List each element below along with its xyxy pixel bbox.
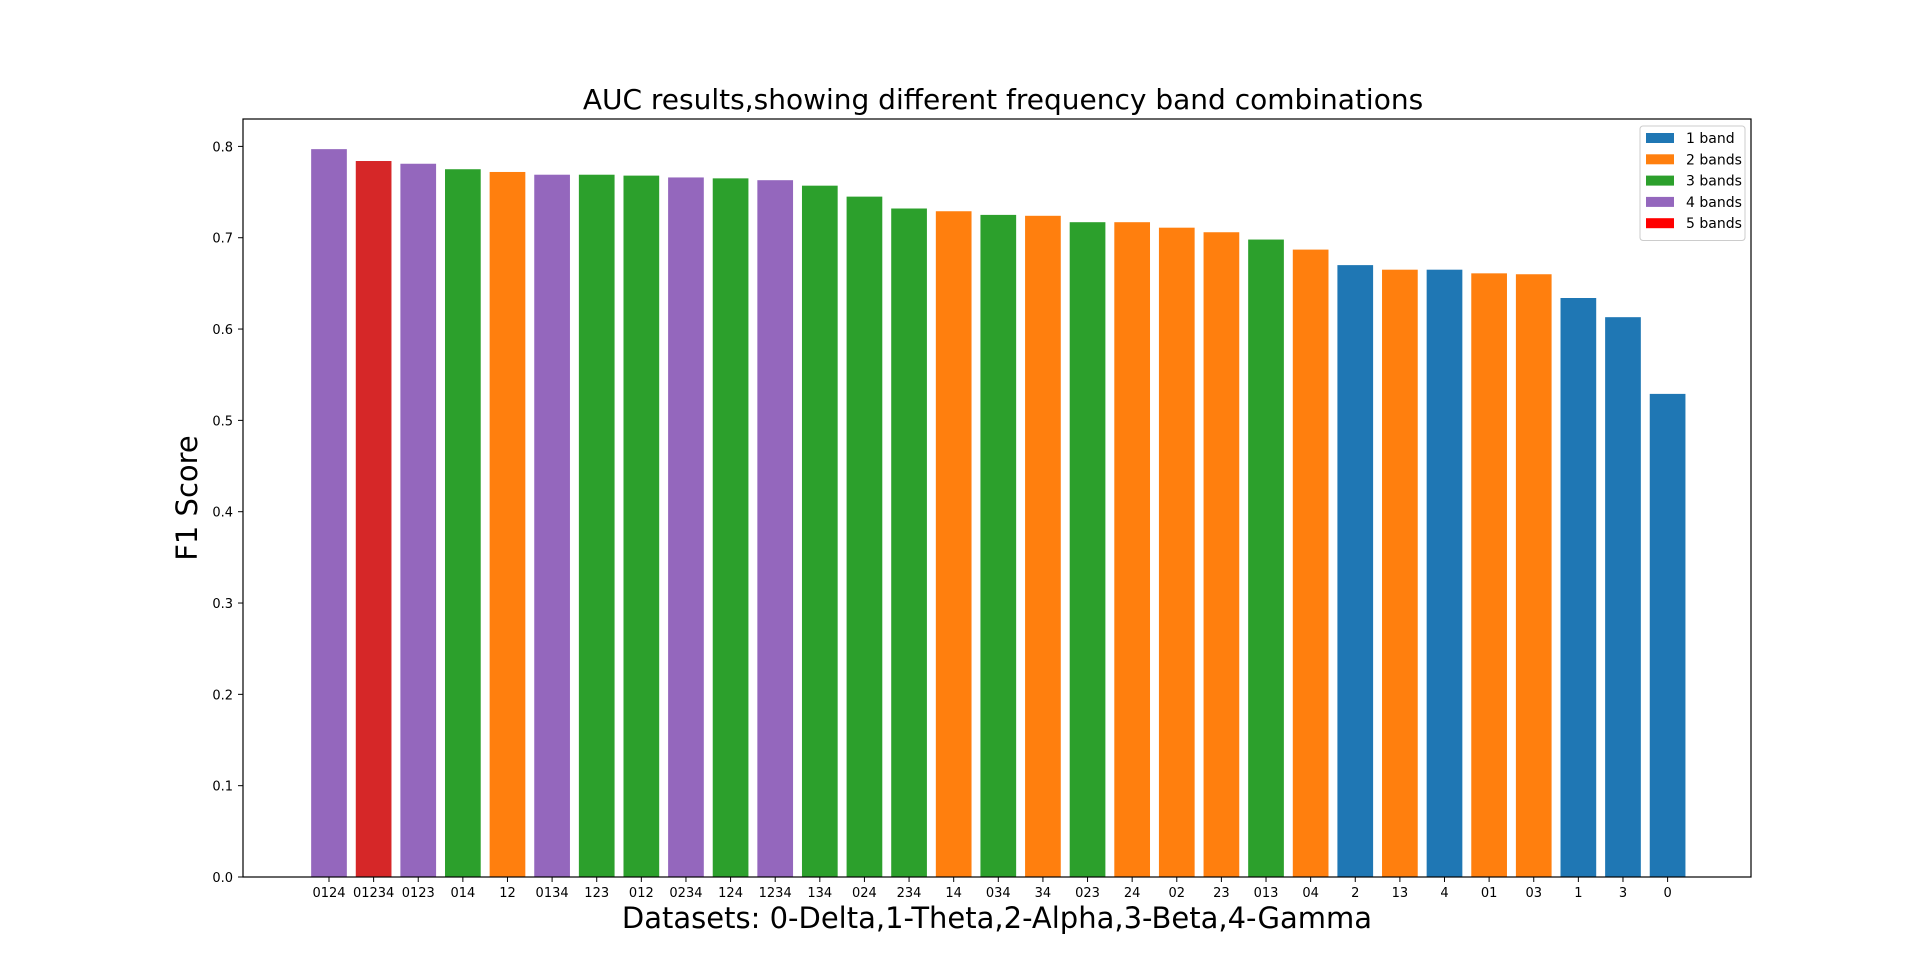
chart-title: AUC results,showing different frequency … — [583, 83, 1423, 116]
x-tick-label: 2 — [1351, 886, 1359, 901]
bar-024 — [846, 196, 883, 877]
y-axis: 0.0 0.1 0.2 0.3 0.4 0.5 0.6 0.7 0.8 — [212, 140, 243, 886]
bar-0134 — [534, 174, 570, 877]
bar-03 — [1515, 274, 1552, 877]
x-tick-label: 0 — [1663, 886, 1671, 901]
legend-label: 1 band — [1686, 131, 1735, 147]
bar-34 — [1025, 215, 1061, 878]
bar-012 — [623, 175, 660, 877]
x-tick-label: 34 — [1035, 886, 1052, 901]
x-tick-label: 04 — [1302, 886, 1319, 901]
bar-01234 — [355, 161, 392, 877]
y-axis-label: F1 Score — [170, 435, 204, 561]
bar-234 — [891, 208, 927, 877]
bar-023 — [1069, 222, 1106, 877]
bar-0234 — [668, 177, 704, 877]
x-tick-label: 013 — [1254, 886, 1279, 901]
x-tick-label: 234 — [897, 886, 922, 901]
bar-1234 — [757, 180, 794, 877]
bar-4 — [1426, 269, 1463, 877]
legend-swatch — [1646, 196, 1674, 207]
x-tick-label: 3 — [1619, 886, 1627, 901]
bar-13 — [1382, 269, 1418, 877]
x-tick-label: 0134 — [536, 886, 569, 901]
bar-14 — [935, 211, 972, 878]
y-tick-label: 0.6 — [212, 323, 233, 338]
x-tick-label: 0123 — [402, 886, 435, 901]
bar-123 — [578, 174, 615, 877]
x-tick-label: 124 — [718, 886, 743, 901]
bar-0123 — [400, 163, 437, 877]
x-tick-label: 13 — [1392, 886, 1409, 901]
x-tick-label: 03 — [1525, 886, 1542, 901]
bar-0124 — [311, 149, 347, 877]
legend: 1 band 2 bands 3 bands 4 bands 5 bands — [1639, 125, 1746, 241]
bar-3 — [1605, 317, 1641, 877]
x-tick-label: 12 — [499, 886, 516, 901]
x-tick-label: 134 — [807, 886, 832, 901]
legend-label: 5 bands — [1686, 216, 1742, 232]
x-tick-label: 24 — [1124, 886, 1141, 901]
legend-label: 3 bands — [1686, 174, 1742, 190]
bar-2 — [1337, 265, 1374, 877]
y-tick-label: 0.0 — [212, 871, 233, 886]
x-tick-label: 1234 — [759, 886, 792, 901]
x-tick-label: 0234 — [669, 886, 702, 901]
legend-label: 2 bands — [1686, 152, 1742, 168]
bar-0 — [1649, 393, 1686, 877]
legend-swatch — [1646, 154, 1674, 165]
legend-swatch — [1646, 218, 1674, 229]
y-tick-label: 0.8 — [212, 140, 233, 155]
bar-04 — [1292, 249, 1329, 878]
bar-12 — [489, 171, 526, 878]
bar-02 — [1158, 227, 1195, 877]
bar-24 — [1114, 222, 1151, 877]
x-tick-label: 01234 — [353, 886, 394, 901]
x-axis: 0124 01234 0123 014 12 0134 123 012 0234 124 1234 1… — [312, 877, 1672, 901]
x-tick-label: 4 — [1440, 886, 1448, 901]
bar-23 — [1203, 232, 1240, 878]
y-tick-label: 0.2 — [212, 688, 233, 703]
x-tick-label: 123 — [584, 886, 609, 901]
bar-1 — [1560, 298, 1597, 877]
x-tick-label: 012 — [629, 886, 654, 901]
bar-013 — [1248, 239, 1284, 878]
x-tick-label: 02 — [1169, 886, 1186, 901]
x-tick-label: 024 — [852, 886, 877, 901]
y-tick-label: 0.5 — [212, 414, 233, 429]
x-tick-label: 01 — [1481, 886, 1498, 901]
y-tick-label: 0.7 — [212, 232, 233, 247]
x-tick-label: 1 — [1574, 886, 1582, 901]
plot-frame — [242, 118, 1752, 878]
bar-124 — [712, 178, 749, 878]
bar-01 — [1471, 273, 1507, 878]
x-tick-label: 14 — [945, 886, 962, 901]
x-tick-label: 023 — [1075, 886, 1100, 901]
legend-swatch — [1646, 133, 1674, 143]
x-tick-label: 014 — [450, 886, 475, 901]
legend-swatch — [1646, 175, 1674, 186]
legend-label: 4 bands — [1686, 195, 1742, 211]
y-tick-label: 0.4 — [212, 506, 233, 521]
x-tick-label: 0124 — [312, 886, 345, 901]
bars-group — [311, 149, 1686, 878]
y-tick-label: 0.3 — [212, 597, 233, 612]
x-axis-label: Datasets: 0-Delta,1-Theta,2-Alpha,3-Beta… — [622, 901, 1372, 935]
bar-134 — [801, 185, 838, 878]
bar-034 — [980, 214, 1017, 877]
bar-014 — [445, 169, 481, 878]
y-tick-label: 0.1 — [212, 780, 233, 795]
x-tick-label: 034 — [986, 886, 1011, 901]
x-tick-label: 23 — [1213, 886, 1230, 901]
